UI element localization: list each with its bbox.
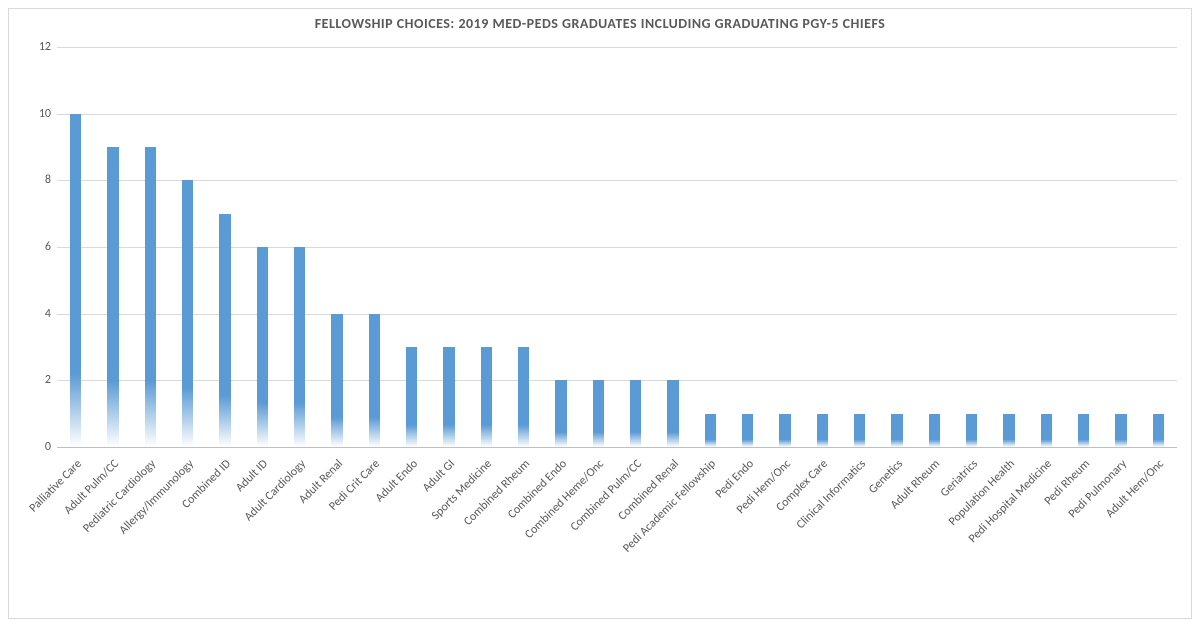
bar (331, 314, 342, 447)
chart-frame: FELLOWSHIP CHOICES: 2019 MED-PEDS GRADUA… (8, 8, 1192, 619)
y-tick-label: 4 (23, 307, 51, 321)
bar (779, 414, 790, 447)
bar (966, 414, 977, 447)
y-tick-label: 8 (23, 173, 51, 187)
bar (630, 380, 641, 447)
bar (145, 147, 156, 447)
bar (1115, 414, 1126, 447)
bar (107, 147, 118, 447)
bar (518, 347, 529, 447)
gridline (57, 47, 1177, 48)
bar (891, 414, 902, 447)
bar (817, 414, 828, 447)
bar (593, 380, 604, 447)
bar (705, 414, 716, 447)
y-tick-label: 0 (23, 440, 51, 454)
bar (182, 180, 193, 447)
x-axis-labels: Palliative CareAdult Pulm/CCPediatric Ca… (57, 447, 1177, 617)
bar (1041, 414, 1052, 447)
bar (742, 414, 753, 447)
bar (406, 347, 417, 447)
chart-title: FELLOWSHIP CHOICES: 2019 MED-PEDS GRADUA… (9, 15, 1191, 32)
gridline (57, 114, 1177, 115)
plot-area (57, 47, 1177, 447)
bar (219, 214, 230, 447)
bar (1003, 414, 1014, 447)
bar (929, 414, 940, 447)
y-tick-label: 2 (23, 373, 51, 387)
bar (443, 347, 454, 447)
bar (667, 380, 678, 447)
bar (294, 247, 305, 447)
y-tick-label: 6 (23, 240, 51, 254)
bar (1153, 414, 1164, 447)
bar (369, 314, 380, 447)
bar (70, 114, 81, 447)
bar (257, 247, 268, 447)
bar (1078, 414, 1089, 447)
y-tick-label: 10 (23, 107, 51, 121)
bar (481, 347, 492, 447)
y-tick-label: 12 (23, 40, 51, 54)
bar (854, 414, 865, 447)
gridline (57, 180, 1177, 181)
bar (555, 380, 566, 447)
